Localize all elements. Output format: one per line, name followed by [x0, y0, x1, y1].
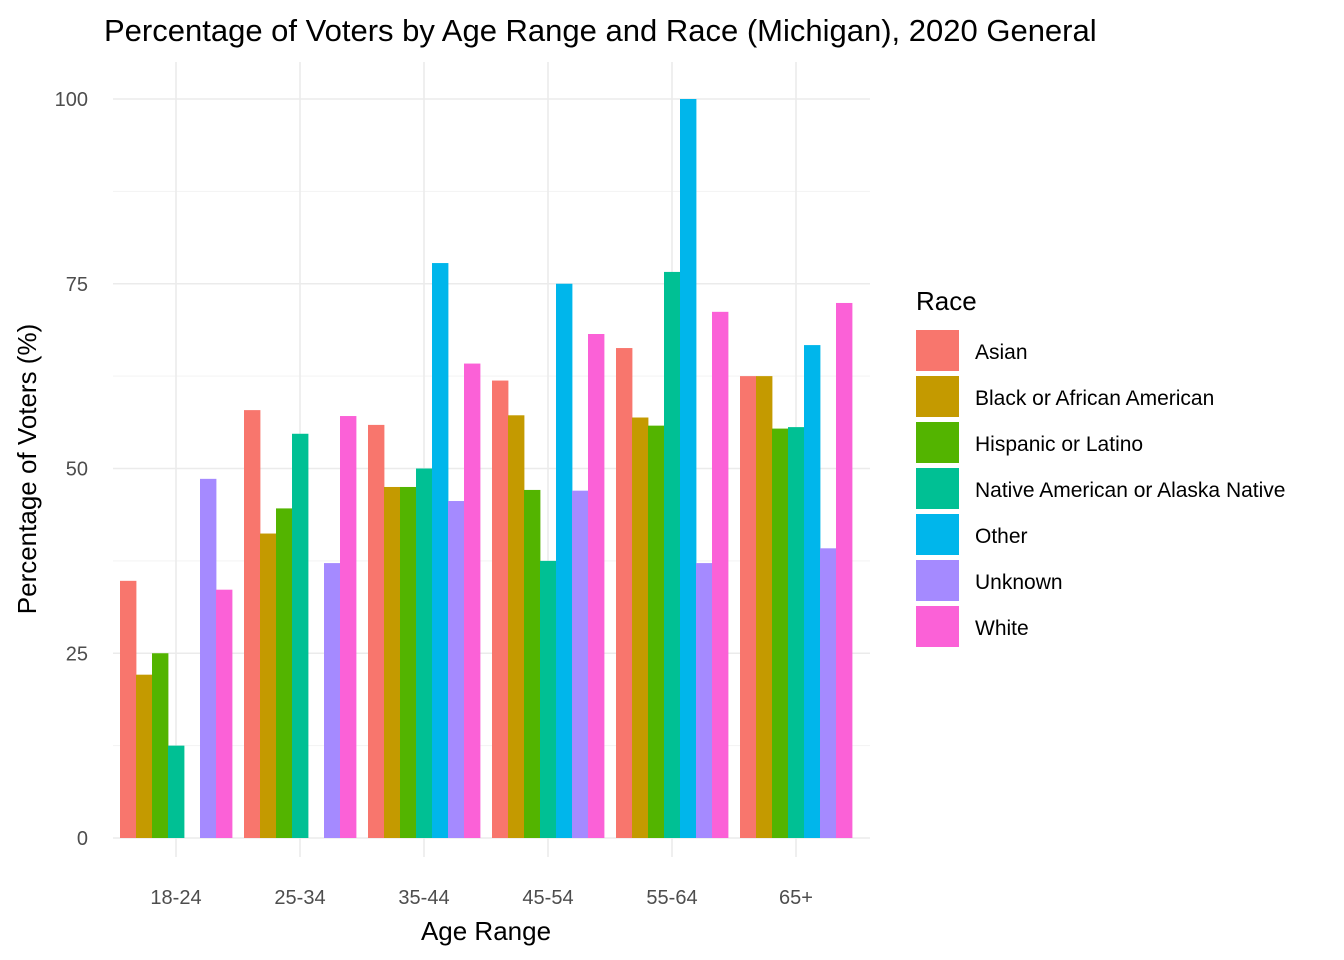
legend-swatch [916, 376, 959, 417]
bar-65+-other [804, 345, 821, 838]
y-axis-ticks: 0 25 50 75 100 [55, 89, 88, 850]
bar-55-64-hispanic-or-latino [648, 425, 665, 838]
bar-35-44-other [432, 263, 449, 839]
x-axis-ticks: 18-24 25-34 35-44 45-54 55-64 65+ [150, 887, 813, 909]
x-tick-label: 25-34 [274, 887, 325, 909]
bar-65+-hispanic-or-latino [772, 428, 789, 838]
legend-swatch [916, 422, 959, 463]
bar-18-24-white [216, 589, 233, 838]
bar-35-44-asian [368, 424, 385, 838]
legend-swatch [916, 330, 959, 371]
x-tick-label: 45-54 [522, 887, 573, 909]
x-axis-title: Age Range [421, 916, 551, 946]
bar-35-44-unknown [448, 501, 465, 838]
bar-45-54-black-or-african-american [508, 415, 525, 838]
y-tick-label: 25 [66, 643, 88, 665]
x-tick-label: 55-64 [646, 887, 697, 909]
legend-items: Asian Black or African American Hispanic o… [916, 330, 1285, 647]
bar-25-34-unknown [324, 563, 341, 838]
legend-label: Unknown [975, 571, 1063, 594]
bar-25-34-hispanic-or-latino [276, 508, 293, 838]
legend: Race Asian Black or African American Hispa… [916, 286, 1285, 647]
bar-25-34-native-american-or-alaska-native [292, 433, 309, 838]
bar-25-34-white [340, 416, 357, 838]
bar-18-24-asian [120, 580, 137, 838]
legend-label: White [975, 617, 1029, 640]
legend-swatch [916, 606, 959, 647]
bar-18-24-black-or-african-american [136, 674, 153, 838]
x-tick-label: 35-44 [398, 887, 449, 909]
x-tick-label: 18-24 [150, 887, 201, 909]
bars-layer [120, 99, 853, 839]
bar-45-54-hispanic-or-latino [524, 489, 541, 838]
bar-45-54-other [556, 283, 573, 838]
y-axis-title: Percentage of Voters (%) [12, 324, 42, 614]
bar-18-24-unknown [200, 478, 217, 838]
chart-title: Percentage of Voters by Age Range and Ra… [104, 13, 1097, 48]
legend-label: Asian [975, 341, 1028, 364]
bar-55-64-white [712, 311, 729, 838]
x-tick-label: 65+ [779, 887, 813, 909]
bar-65+-unknown [820, 548, 837, 838]
bar-55-64-native-american-or-alaska-native [664, 271, 681, 838]
bar-55-64-black-or-african-american [632, 417, 649, 838]
legend-label: Hispanic or Latino [975, 433, 1143, 456]
bar-35-44-black-or-african-american [384, 486, 401, 838]
y-tick-label: 75 [66, 274, 88, 296]
bar-65+-asian [740, 376, 757, 838]
bar-45-54-native-american-or-alaska-native [540, 560, 557, 838]
bar-55-64-unknown [696, 563, 713, 838]
bar-55-64-asian [616, 348, 633, 838]
bar-35-44-native-american-or-alaska-native [416, 468, 433, 838]
bar-65+-native-american-or-alaska-native [788, 427, 805, 838]
legend-title: Race [916, 286, 977, 316]
legend-swatch [916, 514, 959, 555]
bar-45-54-unknown [572, 490, 589, 838]
bar-55-64-other [680, 99, 697, 838]
legend-label: Native American or Alaska Native [975, 479, 1285, 502]
legend-label: Other [975, 525, 1028, 548]
bar-25-34-asian [244, 410, 261, 838]
bar-65+-black-or-african-american [756, 376, 773, 838]
y-tick-label: 0 [77, 828, 88, 850]
bar-25-34-black-or-african-american [260, 533, 277, 838]
bar-18-24-native-american-or-alaska-native [168, 745, 185, 838]
y-tick-label: 50 [66, 459, 88, 481]
legend-label: Black or African American [975, 387, 1214, 410]
legend-swatch [916, 560, 959, 601]
bar-65+-white [836, 302, 853, 838]
bar-18-24-hispanic-or-latino [152, 653, 169, 838]
y-tick-label: 100 [55, 89, 88, 111]
bar-45-54-white [588, 334, 605, 838]
bar-35-44-white [464, 363, 481, 838]
legend-swatch [916, 468, 959, 509]
bar-35-44-hispanic-or-latino [400, 486, 417, 838]
bar-45-54-asian [492, 380, 509, 838]
